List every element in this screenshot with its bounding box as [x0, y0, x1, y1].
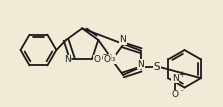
Text: S: S: [153, 62, 160, 72]
Text: O: O: [94, 55, 101, 64]
Text: N: N: [172, 74, 179, 83]
Text: O: O: [103, 55, 111, 64]
Text: ⁻: ⁻: [179, 88, 183, 97]
Text: CH₃: CH₃: [101, 54, 115, 63]
Text: N: N: [137, 60, 144, 69]
Text: N: N: [64, 55, 71, 64]
Text: +: +: [178, 70, 184, 79]
Text: O: O: [172, 90, 179, 99]
Text: N: N: [120, 35, 126, 45]
